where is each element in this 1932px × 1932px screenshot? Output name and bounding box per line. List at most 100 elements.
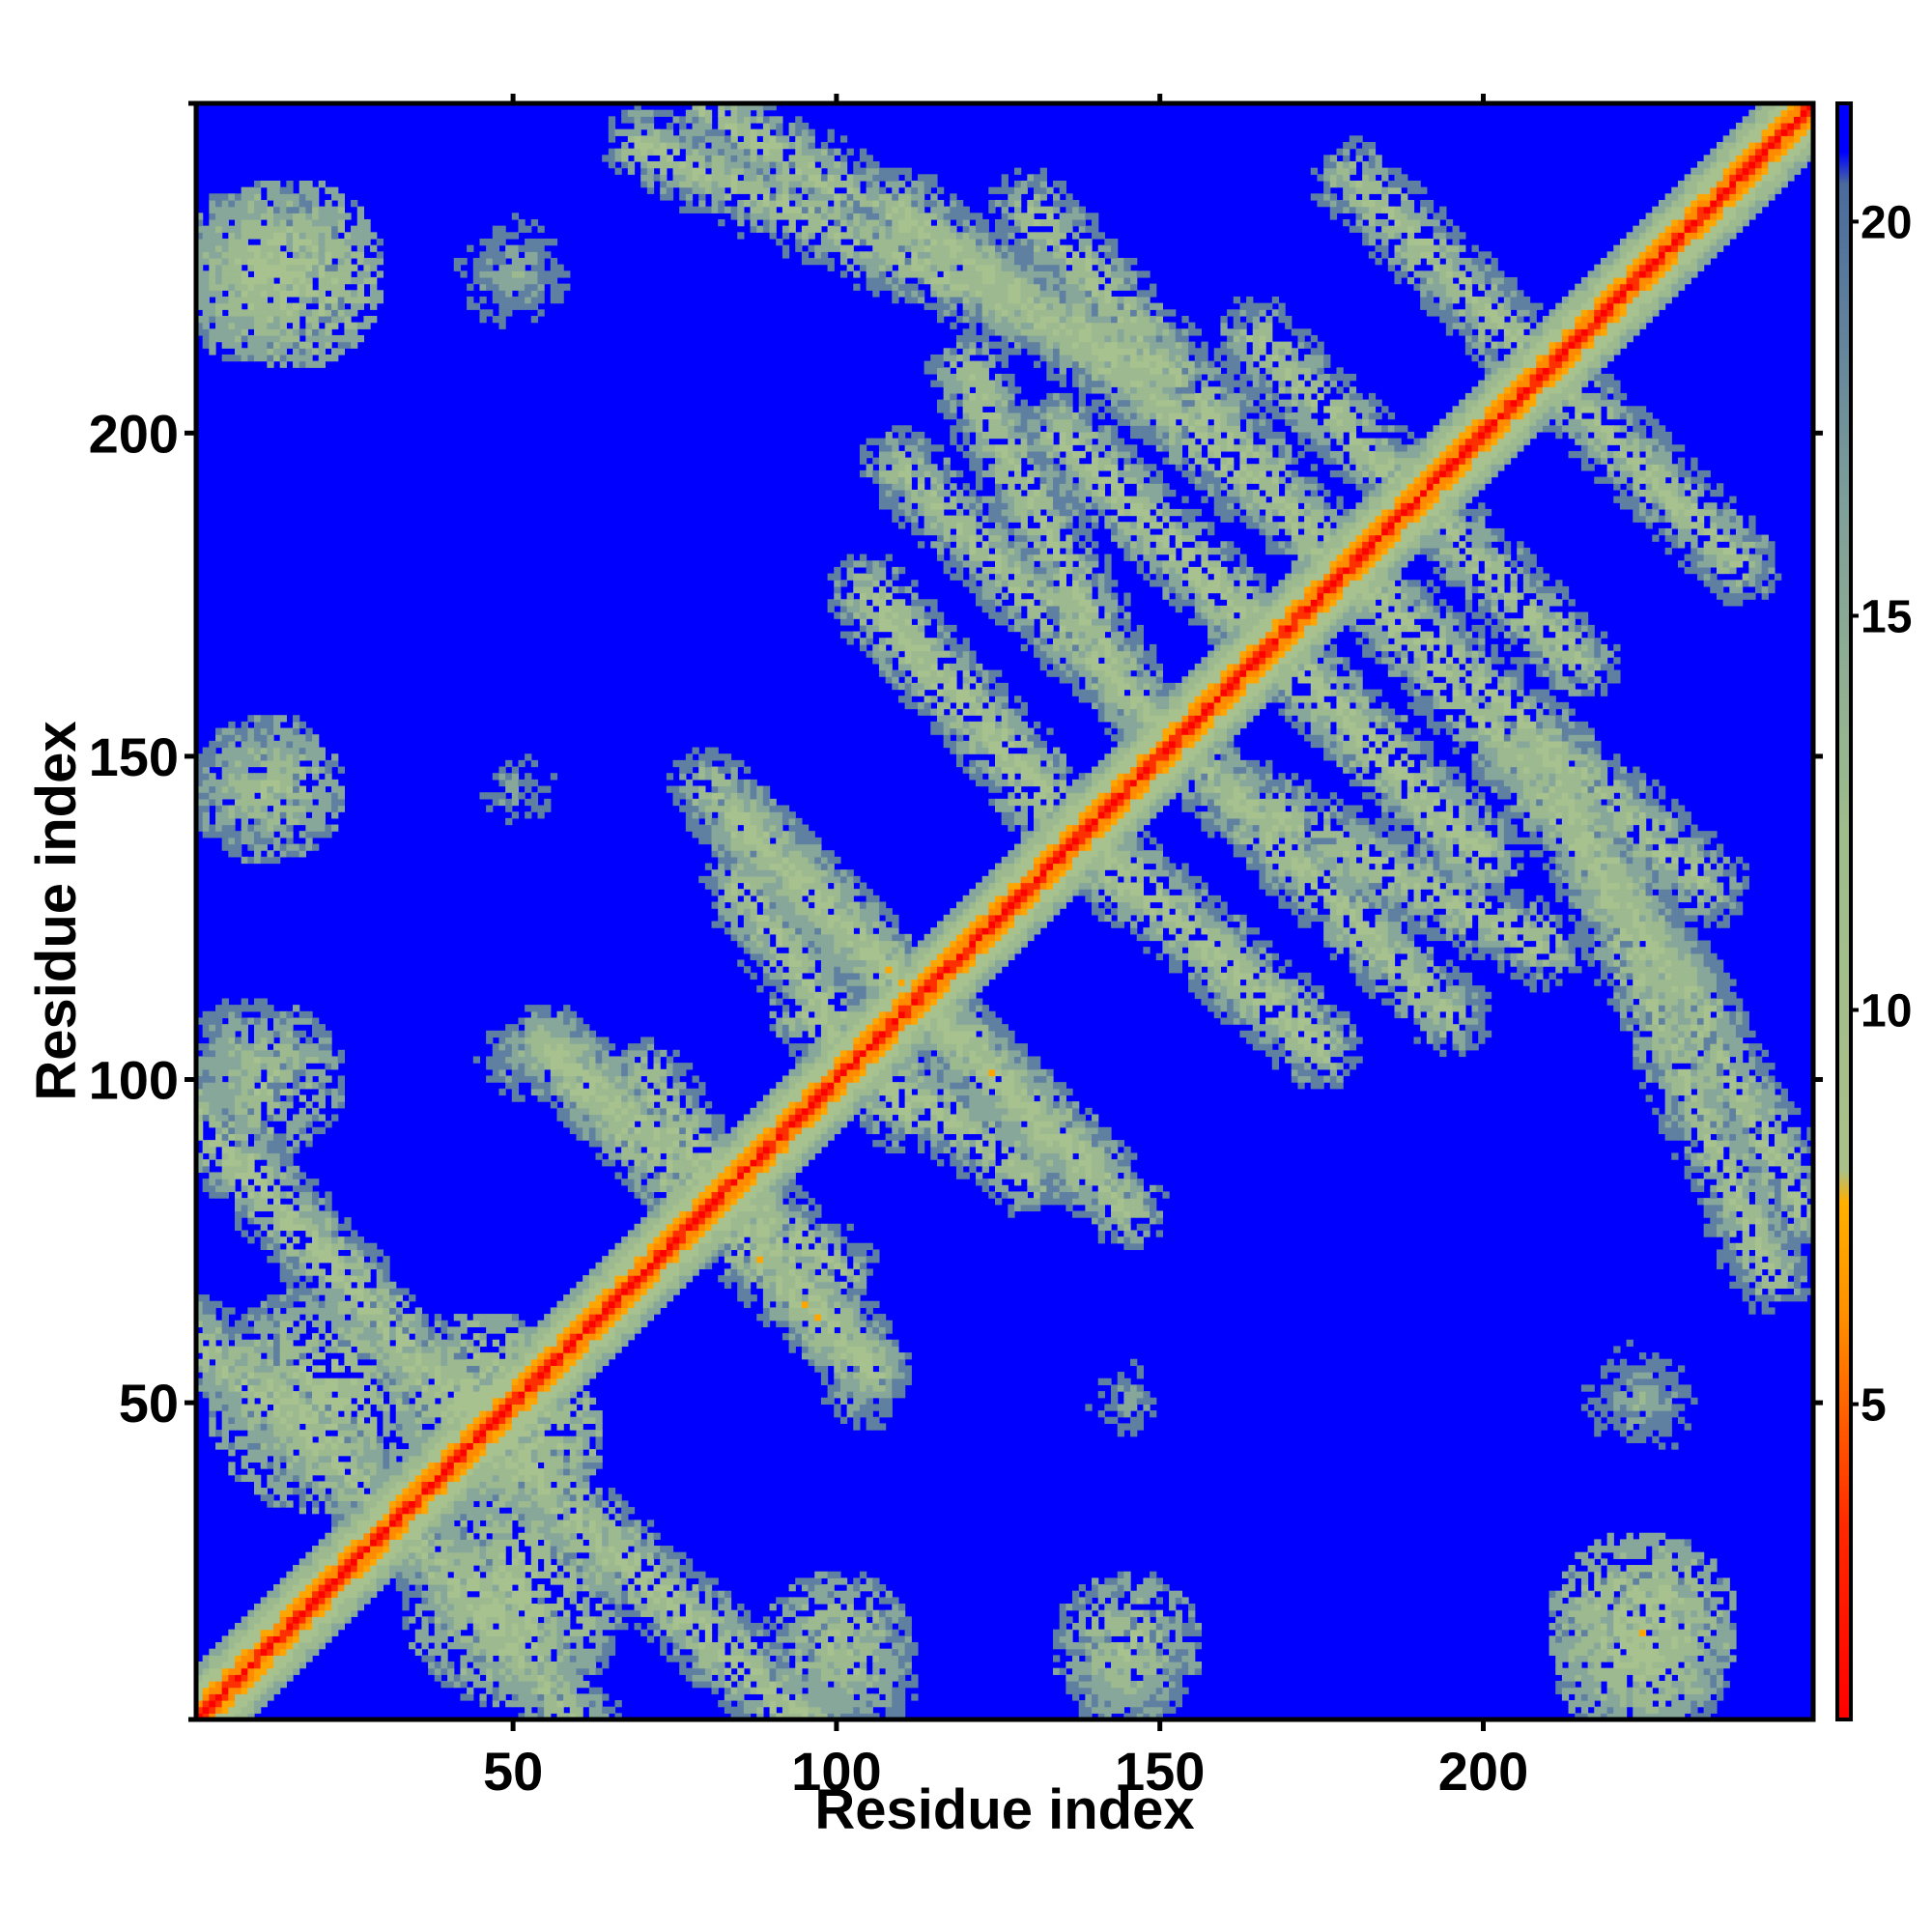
- heatmap-cell: [331, 1056, 338, 1063]
- heatmap-cell: [242, 1630, 248, 1636]
- heatmap-cell: [589, 1326, 596, 1333]
- heatmap-cell: [344, 1436, 351, 1443]
- heatmap-cell: [280, 258, 287, 265]
- heatmap-cell: [377, 1533, 384, 1540]
- heatmap-cell: [222, 831, 229, 838]
- heatmap-cell: [518, 1565, 525, 1572]
- heatmap-cell: [467, 1500, 473, 1507]
- heatmap-cell: [338, 1514, 345, 1520]
- heatmap-cell: [247, 1166, 254, 1173]
- heatmap-cell: [440, 1681, 447, 1688]
- heatmap-cell: [498, 1436, 505, 1443]
- heatmap-cell: [525, 1365, 531, 1372]
- heatmap-cell: [551, 1610, 557, 1617]
- heatmap-cell: [544, 1642, 551, 1649]
- heatmap-cell: [428, 1635, 435, 1642]
- heatmap-cell: [415, 1398, 422, 1405]
- heatmap-cell: [305, 258, 312, 265]
- heatmap-cell: [338, 1378, 345, 1385]
- heatmap-cell: [512, 1456, 519, 1463]
- heatmap-cell: [331, 1558, 338, 1565]
- heatmap-cell: [576, 1294, 582, 1301]
- heatmap-cell: [544, 1037, 551, 1043]
- heatmap-cell: [479, 1321, 486, 1327]
- heatmap-cell: [435, 1321, 441, 1327]
- heatmap-cell: [576, 1410, 582, 1417]
- heatmap-cell: [498, 1572, 505, 1578]
- heatmap-cell: [402, 1552, 409, 1559]
- heatmap-cell: [312, 1481, 319, 1488]
- heatmap-cell: [357, 1294, 364, 1301]
- heatmap-cell: [305, 1456, 312, 1463]
- heatmap-cell: [537, 1063, 544, 1069]
- heatmap-cell: [467, 245, 473, 252]
- heatmap-cell: [273, 741, 280, 748]
- heatmap-cell: [228, 1185, 235, 1192]
- heatmap-cell: [261, 1630, 268, 1636]
- heatmap-cell: [325, 1442, 331, 1449]
- heatmap-cell: [312, 741, 319, 748]
- heatmap-cell: [293, 1127, 299, 1134]
- heatmap-cell: [203, 1391, 210, 1398]
- heatmap-cell: [254, 1230, 261, 1236]
- heatmap-cell: [351, 1391, 357, 1398]
- heatmap-cell: [319, 1243, 326, 1250]
- heatmap-cell: [351, 1456, 357, 1463]
- heatmap-cell: [357, 270, 364, 277]
- heatmap-cell: [312, 323, 319, 329]
- heatmap-cell: [286, 1063, 293, 1069]
- heatmap-cell: [473, 1456, 480, 1463]
- heatmap-cell: [518, 1468, 525, 1475]
- heatmap-cell: [551, 1031, 557, 1037]
- heatmap-cell: [312, 1649, 319, 1656]
- heatmap-cell: [415, 1372, 422, 1378]
- heatmap-cell: [363, 1507, 370, 1514]
- heatmap-cell: [428, 1616, 435, 1623]
- heatmap-cell: [563, 1346, 570, 1352]
- heatmap-cell: [357, 1436, 364, 1443]
- heatmap-cell: [531, 1546, 538, 1552]
- heatmap-cell: [428, 1494, 435, 1501]
- heatmap-cell: [273, 1481, 280, 1488]
- heatmap-cell: [493, 1468, 499, 1475]
- heatmap-cell: [215, 1346, 222, 1352]
- heatmap-cell: [293, 844, 299, 851]
- heatmap-cell: [505, 1372, 512, 1378]
- heatmap-cell: [273, 1075, 280, 1082]
- heatmap-cell: [235, 1152, 242, 1159]
- heatmap-cell: [498, 1314, 505, 1321]
- heatmap-cell: [242, 998, 248, 1005]
- heatmap-cell: [293, 1089, 299, 1095]
- heatmap-cell: [454, 1572, 461, 1578]
- heatmap-cell: [576, 1056, 582, 1063]
- heatmap-cell: [531, 1069, 538, 1076]
- heatmap-cell: [293, 773, 299, 780]
- heatmap-cell: [242, 1688, 248, 1694]
- heatmap-cell: [286, 1584, 293, 1591]
- heatmap-cell: [544, 1031, 551, 1037]
- heatmap-cell: [235, 850, 242, 857]
- heatmap-cell: [518, 226, 525, 233]
- heatmap-cell: [228, 1674, 235, 1681]
- heatmap-cell: [377, 1333, 384, 1340]
- heatmap-cell: [576, 1539, 582, 1546]
- heatmap-cell: [344, 1391, 351, 1398]
- heatmap-cell: [299, 1365, 306, 1372]
- heatmap-cell: [203, 786, 210, 793]
- heatmap-cell: [525, 284, 531, 291]
- heatmap-cell: [299, 850, 306, 857]
- heatmap-cell: [293, 193, 299, 200]
- heatmap-cell: [493, 251, 499, 258]
- heatmap-cell: [242, 1172, 248, 1179]
- heatmap-cell: [280, 1372, 287, 1378]
- heatmap-cell: [222, 998, 229, 1005]
- heatmap-cell: [242, 1005, 248, 1011]
- heatmap-cell: [209, 1179, 215, 1185]
- heatmap-cell: [402, 1533, 409, 1540]
- heatmap-cell: [493, 1417, 499, 1424]
- heatmap-cell: [331, 1089, 338, 1095]
- heatmap-cell: [254, 722, 261, 728]
- heatmap-cell: [203, 1700, 210, 1707]
- heatmap-cell: [357, 1378, 364, 1385]
- heatmap-cell: [518, 1681, 525, 1688]
